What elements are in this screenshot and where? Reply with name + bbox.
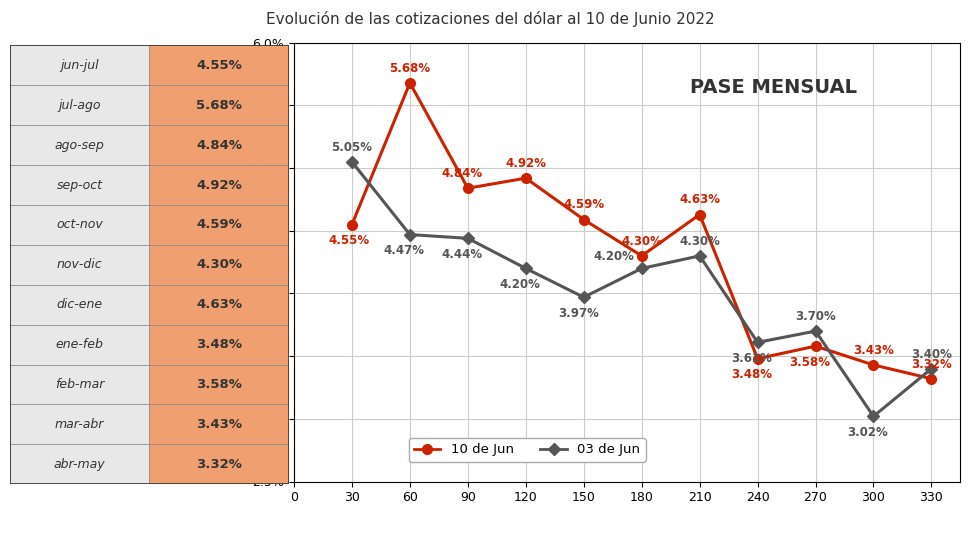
Text: 4.59%: 4.59% [564,198,605,211]
Text: 3.61%: 3.61% [732,352,772,365]
Text: 5.68%: 5.68% [389,62,430,75]
Text: 4.30%: 4.30% [679,235,720,248]
Text: ene-feb: ene-feb [56,338,104,351]
Text: 4.92%: 4.92% [506,157,546,170]
FancyBboxPatch shape [149,364,289,404]
FancyBboxPatch shape [10,86,149,125]
FancyBboxPatch shape [149,165,289,205]
Text: mar-abr: mar-abr [55,418,104,431]
Text: 4.55%: 4.55% [196,59,242,72]
Text: 4.20%: 4.20% [500,278,541,291]
Text: 4.47%: 4.47% [384,244,425,257]
FancyBboxPatch shape [10,404,149,444]
FancyBboxPatch shape [10,325,149,364]
FancyBboxPatch shape [10,165,149,205]
FancyBboxPatch shape [149,125,289,165]
FancyBboxPatch shape [149,325,289,364]
Text: dic-ene: dic-ene [57,298,103,311]
Text: sep-oct: sep-oct [57,179,103,192]
Text: 4.92%: 4.92% [196,179,242,192]
Text: 4.20%: 4.20% [594,250,634,263]
FancyBboxPatch shape [10,285,149,325]
Text: oct-nov: oct-nov [56,218,103,232]
Text: 3.32%: 3.32% [196,458,242,471]
Text: ago-sep: ago-sep [55,139,105,152]
FancyBboxPatch shape [149,285,289,325]
Text: 4.44%: 4.44% [442,248,483,261]
Text: 4.59%: 4.59% [196,218,242,232]
FancyBboxPatch shape [10,245,149,285]
Text: 3.48%: 3.48% [196,338,242,351]
FancyBboxPatch shape [149,45,289,86]
FancyBboxPatch shape [149,245,289,285]
Text: PASE MENSUAL: PASE MENSUAL [690,78,858,97]
Text: 3.48%: 3.48% [731,368,772,381]
Text: 3.70%: 3.70% [795,310,836,323]
Text: 5.05%: 5.05% [331,141,372,154]
Text: 3.40%: 3.40% [911,348,952,361]
Text: 3.32%: 3.32% [911,357,952,371]
FancyBboxPatch shape [149,444,289,484]
FancyBboxPatch shape [149,205,289,245]
Text: 3.43%: 3.43% [853,344,894,357]
Text: 3.02%: 3.02% [848,426,888,439]
Text: 4.63%: 4.63% [196,298,242,311]
Text: feb-mar: feb-mar [55,378,104,391]
Text: abr-may: abr-may [54,458,106,471]
Text: Evolución de las cotizaciones del dólar al 10 de Junio 2022: Evolución de las cotizaciones del dólar … [266,11,714,27]
Text: 4.84%: 4.84% [196,139,242,152]
Text: 3.97%: 3.97% [558,307,599,320]
FancyBboxPatch shape [10,45,149,86]
Legend: 10 de Jun, 03 de Jun: 10 de Jun, 03 de Jun [409,438,646,462]
Text: 3.43%: 3.43% [196,418,242,431]
Text: 4.63%: 4.63% [679,194,720,207]
Text: 4.30%: 4.30% [196,258,242,271]
FancyBboxPatch shape [10,205,149,245]
Text: 4.30%: 4.30% [621,235,662,248]
Text: 3.58%: 3.58% [196,378,242,391]
FancyBboxPatch shape [149,404,289,444]
Text: nov-dic: nov-dic [57,258,103,271]
FancyBboxPatch shape [149,86,289,125]
FancyBboxPatch shape [10,125,149,165]
Text: 4.55%: 4.55% [328,234,369,247]
Text: 5.68%: 5.68% [196,99,242,112]
Text: jul-ago: jul-ago [59,99,101,112]
Text: 3.58%: 3.58% [790,356,830,369]
FancyBboxPatch shape [10,364,149,404]
Text: 4.84%: 4.84% [442,167,483,180]
Text: jun-jul: jun-jul [61,59,99,72]
FancyBboxPatch shape [10,444,149,484]
